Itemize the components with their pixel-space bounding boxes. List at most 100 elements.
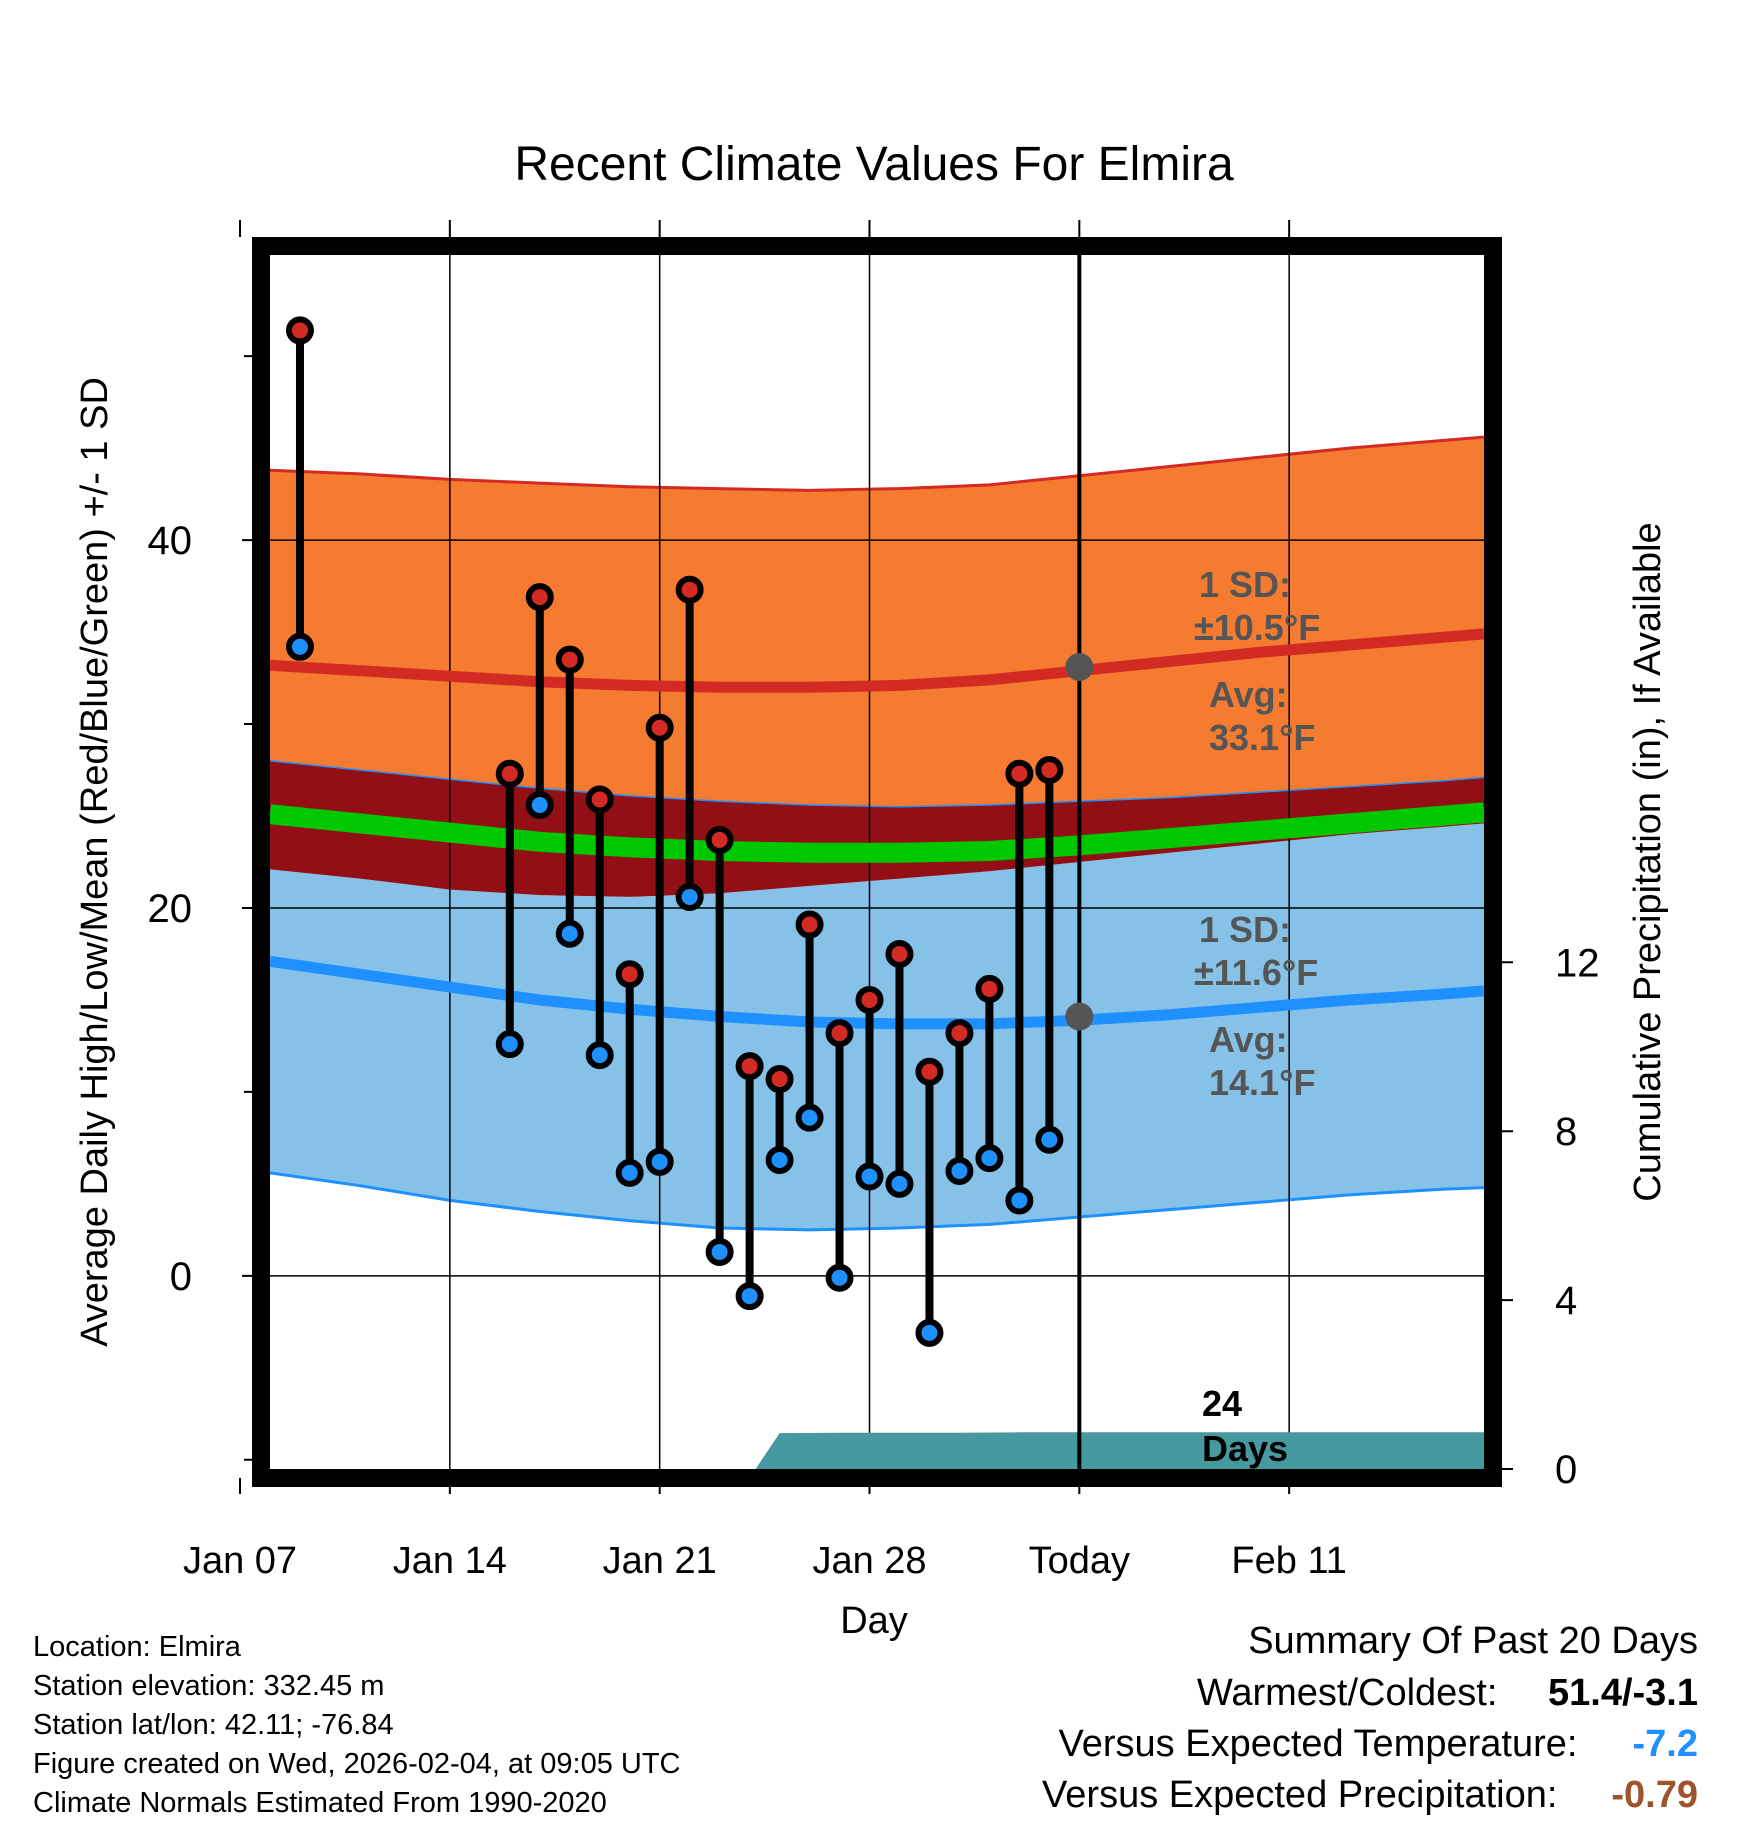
location-text: Location: Elmira [33,1631,241,1663]
obs-high-point [645,713,674,742]
low-sd-value: ±11.6°F [1194,952,1318,993]
y-tick-label: 0 [170,1255,192,1299]
days-label: Days [1202,1428,1288,1469]
y2-axis: 0 4 8 12 [1493,941,1600,1492]
temp-value: -7.2 [1632,1723,1698,1765]
obs-high-point [495,759,524,788]
summary-block: Summary Of Past 20 Days Warmest/Coldest:… [798,1620,1698,1825]
obs-high-point [705,825,734,854]
obs-high-point [945,1019,974,1048]
x-tick-label: Feb 11 [1231,1540,1346,1582]
x-axis-label: Day [840,1600,908,1642]
y2-axis-label: Cumulative Precipitation (in), If Availa… [1627,522,1669,1201]
obs-high-point [555,645,584,674]
y2-tick-label: 0 [1555,1448,1577,1492]
latlon-text: Station lat/lon: 42.11; -76.84 [33,1709,394,1741]
obs-low-point [1035,1125,1064,1154]
x-tick-label: Jan 14 [393,1540,507,1582]
obs-high-point [1035,756,1064,785]
obs-high-point [855,985,884,1014]
y-axis: 0 20 40 [148,355,261,1461]
obs-low-point [555,919,584,948]
high-upper-edge [270,435,1484,492]
summary-precip-row: Versus Expected Precipitation: -0.79 [1042,1774,1698,1817]
days-count: 24 [1202,1383,1242,1424]
y-tick-label: 40 [148,519,193,563]
obs-high-point [285,316,314,345]
obs-high-point [915,1057,944,1086]
high-avg-value: 33.1°F [1209,717,1315,758]
obs-high-point [615,960,644,989]
precip-value: -0.79 [1611,1774,1698,1816]
x-tick-label: Jan 21 [603,1540,717,1582]
obs-low-point [645,1147,674,1176]
x-tick-label: Jan 07 [183,1540,297,1582]
annotations: 1 SD: ±10.5°F Avg: 33.1°F 1 SD: ±11.6°F … [1194,564,1320,1103]
obs-low-point [975,1144,1004,1173]
y-axis-label: Average Daily High/Low/Mean (Red/Blue/Gr… [74,377,116,1347]
high-lower-edge [270,760,1484,808]
obs-low-point [615,1158,644,1187]
low-sd-label: 1 SD: [1199,909,1291,950]
elevation-text: Station elevation: 332.45 m [33,1670,385,1702]
high-avg-marker [1065,653,1094,682]
high-mean-line [270,628,1484,693]
high-sd-value: ±10.5°F [1194,607,1320,648]
plot-content [270,255,1484,1469]
obs-low-point [915,1318,944,1347]
temp-label: Versus Expected Temperature: [1058,1723,1578,1765]
obs-high-point [675,575,704,604]
obs-low-point [675,882,704,911]
obs-low-point [525,790,554,819]
plot-area [270,255,1484,1469]
warmest-label: Warmest/Coldest: [1196,1672,1498,1714]
y2-tick-label: 12 [1555,941,1600,985]
x-tick-label: Today [1029,1540,1130,1582]
summary-temp-row: Versus Expected Temperature: -7.2 [1059,1723,1698,1766]
obs-low-point [285,632,314,661]
obs-low-point [735,1282,764,1311]
x-tick-label: Jan 28 [812,1540,926,1582]
x-axis: Jan 07 Jan 14 Jan 21 Jan 28 Today Feb 11 [183,220,1347,1582]
obs-low-point [765,1145,794,1174]
y2-tick-label: 8 [1555,1110,1577,1154]
summary-warmest-row: Warmest/Coldest: 51.4/-3.1 [1197,1672,1698,1715]
obs-low-point [1005,1186,1034,1215]
mean-line [270,802,1484,863]
obs-low-point [855,1162,884,1191]
obs-high-point [765,1065,794,1094]
low-avg-value: 14.1°F [1209,1062,1315,1103]
days-annotation: 24 Days [1202,1383,1288,1469]
plot-frame [252,237,1502,1487]
obs-high-point [1005,759,1034,788]
low-avg-marker [1065,1002,1094,1031]
obs-high-point [735,1052,764,1081]
precip-label: Versus Expected Precipitation: [1042,1774,1558,1816]
obs-low-point [885,1169,914,1198]
warmest-value: 51.4/-3.1 [1548,1672,1698,1714]
obs-low-point [705,1237,734,1266]
y2-tick-label: 4 [1555,1279,1577,1323]
chart-title: Recent Climate Values For Elmira [514,138,1234,191]
obs-low-point [825,1263,854,1292]
created-text: Figure created on Wed, 2026-02-04, at 09… [33,1748,681,1780]
obs-high-point [585,785,614,814]
high-sd-label: 1 SD: [1199,564,1291,605]
precip-area [755,1432,1484,1469]
high-avg-label: Avg: [1209,674,1288,715]
obs-high-point [885,939,914,968]
obs-low-point [495,1030,524,1059]
obs-high-point [975,974,1004,1003]
obs-high-point [525,583,554,612]
metadata-block: Location: Elmira Station elevation: 332.… [33,1628,681,1823]
obs-low-point [795,1103,824,1132]
y-tick-label: 20 [148,887,193,931]
low-avg-label: Avg: [1209,1019,1288,1060]
summary-title: Summary Of Past 20 Days [1248,1620,1698,1662]
obs-low-point [945,1157,974,1186]
obs-low-point [585,1041,614,1070]
obs-high-point [825,1019,854,1048]
low-lower-edge [270,1171,1484,1232]
obs-high-point [795,910,824,939]
